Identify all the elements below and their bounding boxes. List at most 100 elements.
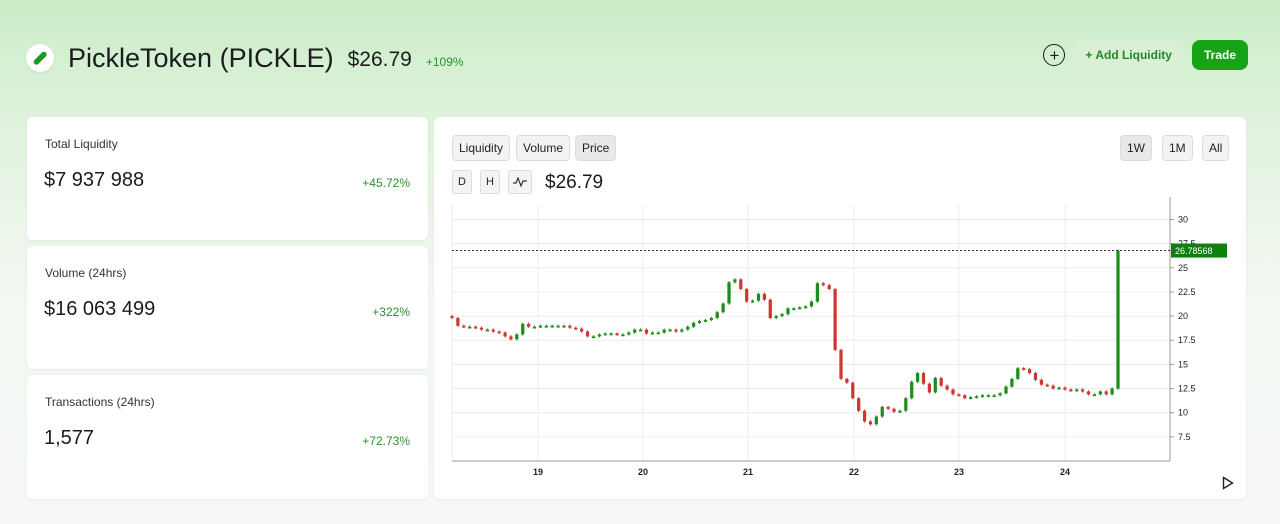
candle bbox=[804, 306, 808, 309]
candle bbox=[886, 406, 890, 409]
candle bbox=[1075, 389, 1079, 392]
candle bbox=[473, 326, 478, 329]
candle bbox=[1045, 384, 1049, 387]
candle bbox=[892, 408, 896, 412]
candle bbox=[450, 316, 454, 319]
candle bbox=[550, 325, 554, 328]
candle bbox=[974, 396, 979, 399]
x-tick-label: 19 bbox=[533, 467, 543, 477]
candle bbox=[1039, 379, 1044, 385]
candle bbox=[503, 332, 507, 337]
candle bbox=[933, 377, 937, 393]
candle bbox=[745, 289, 749, 302]
range-1m-button[interactable]: 1M bbox=[1162, 135, 1193, 161]
circle-plus-icon[interactable]: + bbox=[1043, 44, 1066, 66]
candle bbox=[697, 320, 702, 323]
candle bbox=[568, 325, 572, 328]
candle bbox=[627, 332, 631, 335]
add-liquidity-button[interactable]: + Add Liquidity bbox=[1073, 40, 1184, 70]
candle bbox=[633, 329, 637, 333]
trade-button[interactable]: Trade bbox=[1191, 40, 1248, 70]
candle bbox=[833, 289, 837, 350]
candle bbox=[644, 329, 649, 334]
candle bbox=[980, 395, 985, 398]
token-price: $26.79 bbox=[347, 48, 412, 71]
last-price-label: 26.78568 bbox=[1175, 246, 1213, 256]
candle bbox=[1027, 369, 1032, 374]
x-tick-label: 24 bbox=[1060, 467, 1070, 477]
tab-liquidity[interactable]: Liquidity bbox=[452, 135, 511, 161]
candle bbox=[1081, 389, 1085, 392]
candle bbox=[1033, 373, 1038, 380]
candle bbox=[739, 279, 743, 290]
candle bbox=[656, 332, 660, 335]
candle bbox=[915, 373, 920, 382]
interval-d-button[interactable]: D bbox=[452, 170, 472, 194]
tab-volume[interactable]: Volume bbox=[516, 135, 571, 161]
candle bbox=[815, 283, 820, 302]
y-tick-label: 22.5 bbox=[1178, 287, 1196, 297]
price-chart-panel: Liquidity Volume Price 1W 1M All D H $26… bbox=[434, 117, 1246, 499]
candle bbox=[957, 394, 961, 397]
line-chart-icon[interactable] bbox=[508, 170, 532, 194]
stat-change: +72.73% bbox=[362, 434, 410, 448]
candle bbox=[986, 395, 990, 398]
candle bbox=[462, 325, 466, 328]
range-all-button[interactable]: All bbox=[1202, 135, 1230, 161]
candle bbox=[880, 406, 884, 417]
candle bbox=[591, 336, 596, 339]
candle bbox=[1092, 394, 1097, 397]
candle bbox=[939, 377, 943, 386]
candle bbox=[597, 334, 601, 337]
candle bbox=[1057, 387, 1061, 390]
candle bbox=[798, 307, 802, 310]
range-1w-button[interactable]: 1W bbox=[1120, 135, 1152, 161]
candle bbox=[556, 325, 560, 328]
candle bbox=[927, 383, 932, 393]
candle bbox=[921, 373, 926, 384]
x-tick-label: 21 bbox=[743, 467, 753, 477]
stat-card-total-liquidity: Total Liquidity $7 937 988 +45.72% bbox=[27, 117, 428, 240]
candle bbox=[662, 329, 666, 333]
candle bbox=[721, 303, 725, 313]
candle bbox=[680, 329, 684, 332]
candle bbox=[733, 279, 737, 283]
candle bbox=[509, 336, 513, 340]
candle bbox=[686, 326, 690, 330]
candle bbox=[945, 385, 949, 390]
stat-change: +322% bbox=[372, 305, 410, 319]
interval-h-button[interactable]: H bbox=[480, 170, 500, 194]
tab-price[interactable]: Price bbox=[575, 135, 617, 161]
candle bbox=[868, 421, 873, 425]
candle bbox=[515, 334, 519, 340]
candle bbox=[827, 285, 831, 290]
candle bbox=[650, 332, 655, 335]
candle bbox=[532, 326, 537, 329]
candle bbox=[692, 322, 696, 327]
candle bbox=[1104, 391, 1108, 395]
candlestick-chart[interactable]: 1920212223247.51012.51517.52022.52527.53… bbox=[434, 197, 1234, 487]
candle bbox=[668, 329, 672, 332]
candle bbox=[703, 319, 708, 322]
token-header: PickleToken (PICKLE) $26.79 +109% bbox=[26, 38, 464, 78]
stat-label: Total Liquidity bbox=[45, 137, 118, 151]
candle bbox=[562, 325, 566, 328]
candle bbox=[603, 333, 607, 336]
candle bbox=[715, 312, 719, 319]
candle bbox=[1022, 368, 1026, 371]
last-price-tag bbox=[1171, 243, 1227, 258]
candle bbox=[521, 323, 525, 335]
candle bbox=[1110, 388, 1114, 395]
play-icon[interactable] bbox=[1222, 476, 1234, 495]
x-tick-label: 20 bbox=[638, 467, 648, 477]
candle bbox=[910, 381, 914, 399]
candle bbox=[862, 410, 867, 422]
candle bbox=[1004, 386, 1008, 394]
stat-change: +45.72% bbox=[362, 176, 410, 190]
candle bbox=[456, 318, 460, 326]
candle bbox=[1086, 391, 1091, 395]
stat-card-volume: Volume (24hrs) $16 063 499 +322% bbox=[27, 246, 428, 369]
candle bbox=[768, 299, 772, 319]
candle bbox=[963, 395, 967, 399]
y-tick-label: 15 bbox=[1178, 359, 1188, 369]
